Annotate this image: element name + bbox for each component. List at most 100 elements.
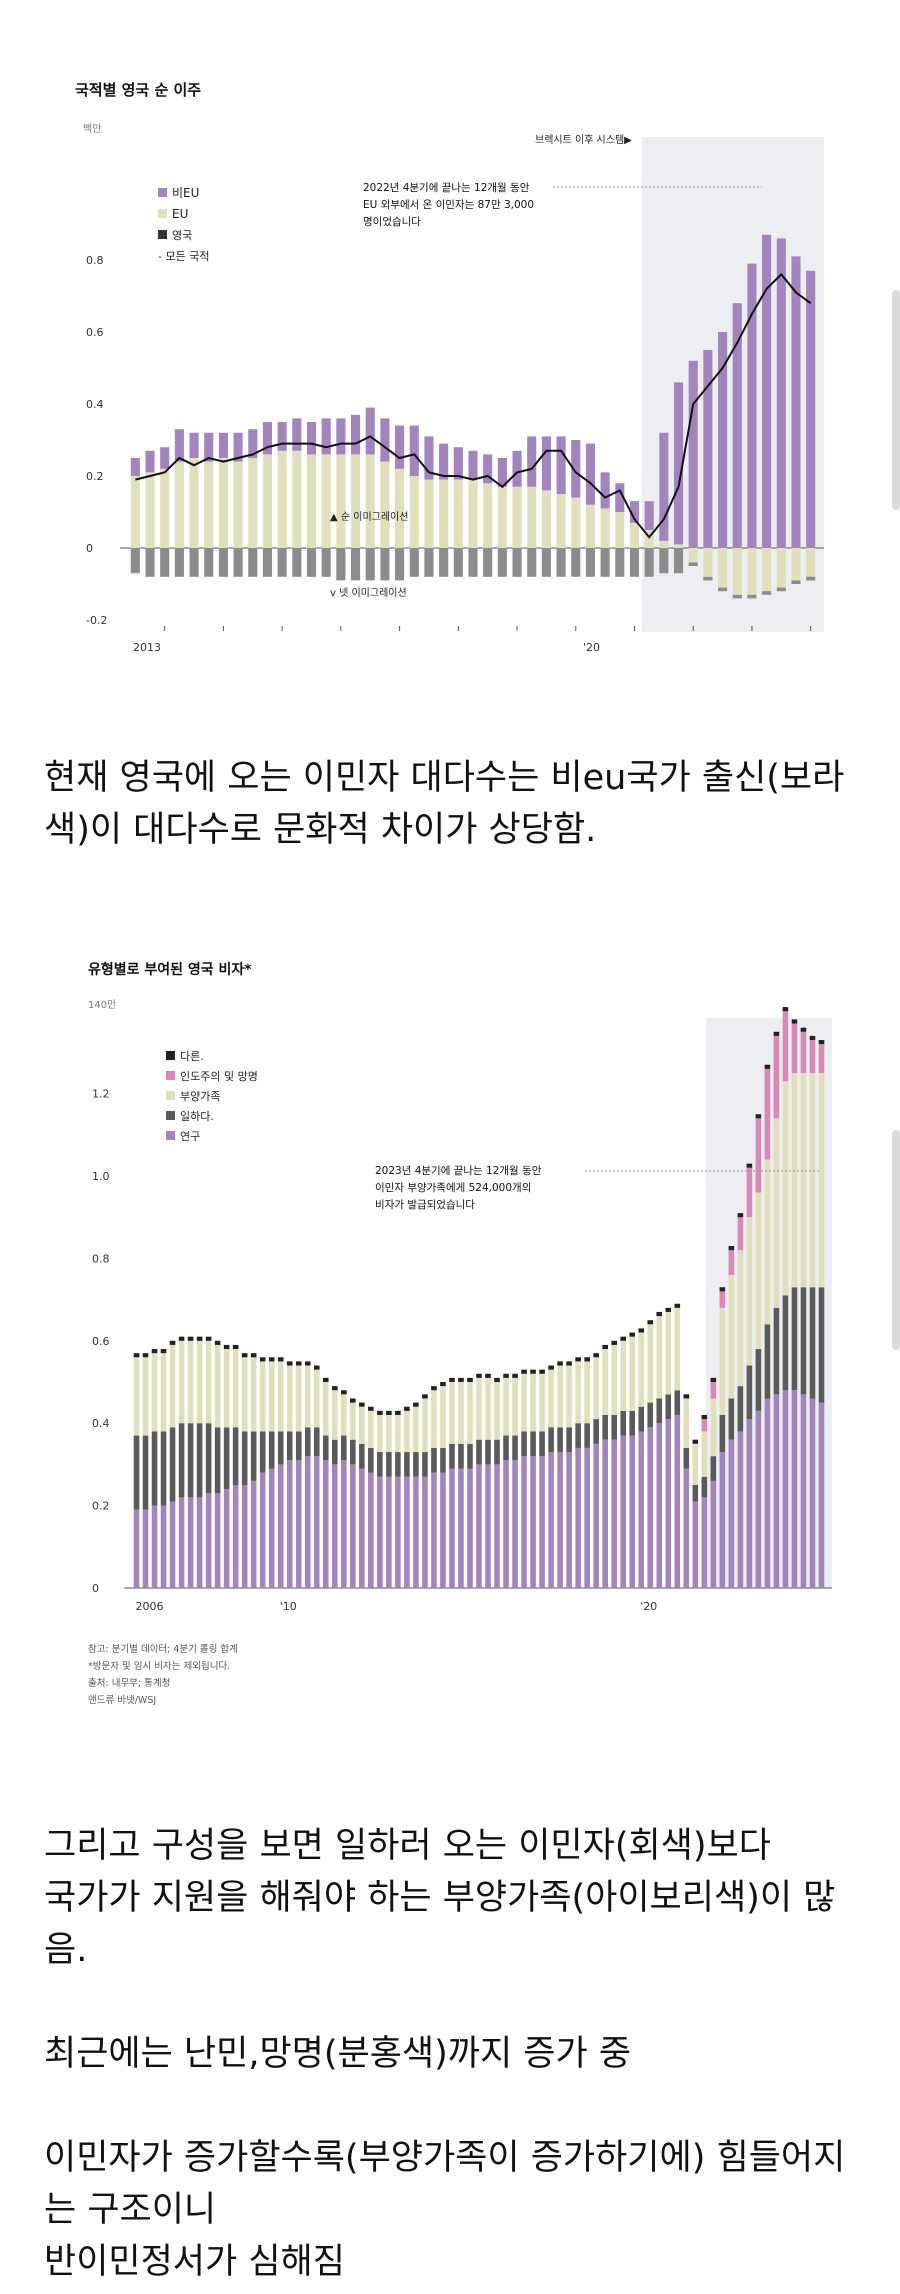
bar-non-eu: [218, 432, 228, 458]
scrollbar-thumb-2[interactable]: [892, 1130, 900, 1350]
legend-label-uk: 영국: [172, 229, 192, 242]
bar-non-eu: [483, 454, 493, 484]
bar-dependents: [773, 1118, 780, 1308]
bar-uk: [806, 576, 816, 581]
bar-other: [286, 1361, 293, 1366]
bar-other: [268, 1357, 275, 1362]
bar-dependents: [719, 1307, 726, 1415]
bar-study: [341, 1460, 347, 1588]
bar-other: [431, 1386, 437, 1391]
bar-work: [584, 1423, 590, 1448]
bar-humanitarian: [818, 1044, 825, 1073]
bar-work: [304, 1427, 311, 1457]
bar-eu: [688, 548, 698, 563]
legend-label-work: 일하다.: [180, 1109, 214, 1123]
bar-non-eu: [130, 458, 140, 476]
bar-study: [485, 1464, 491, 1588]
bar-uk: [130, 548, 140, 574]
y-tick-label: 0.2: [86, 470, 104, 483]
scrollbar-thumb[interactable]: [892, 290, 900, 510]
bar-other: [476, 1373, 482, 1378]
bar-eu: [321, 454, 331, 548]
bar-other: [620, 1336, 627, 1341]
bar-uk: [336, 548, 346, 581]
annotation-line-2: EU 외부에서 온 이민자는 87만 3,000: [363, 199, 534, 211]
bar-dependents: [178, 1340, 185, 1424]
bar-other: [602, 1344, 608, 1350]
annotation-line-3: 비자가 발급되었습니다: [375, 1199, 475, 1211]
bar-non-eu: [747, 263, 757, 548]
bar-eu: [336, 454, 346, 548]
bar-other: [737, 1213, 744, 1218]
bar-other: [566, 1361, 572, 1366]
bar-study: [232, 1485, 239, 1588]
net-migration-chart-svg: 국적별 영국 순 이주 백만 브렉시트 이후 시스템▶ 0.8 0.6 0.4 0.2…: [75, 81, 824, 654]
legend-swatch-eu: [158, 209, 167, 218]
y-tick-label: 0.8: [86, 254, 104, 267]
bar-other: [746, 1163, 753, 1168]
bar-work: [494, 1439, 500, 1465]
bar-work: [575, 1423, 581, 1448]
bar-work: [331, 1439, 338, 1465]
bar-work: [341, 1435, 347, 1461]
legend-label-dependents: 부양가족: [180, 1090, 220, 1103]
bar-non-eu: [644, 501, 654, 530]
bar-uk: [556, 548, 566, 577]
bar-non-eu: [306, 422, 317, 455]
bar-humanitarian: [710, 1382, 717, 1399]
bar-uk: [747, 594, 757, 599]
bar-dependents: [638, 1332, 645, 1407]
bar-humanitarian: [755, 1118, 762, 1193]
bar-eu: [776, 548, 786, 588]
bar-dependents: [683, 1398, 690, 1448]
bar-study: [773, 1394, 780, 1588]
bar-study: [755, 1410, 762, 1588]
bar-non-eu: [468, 450, 478, 480]
bar-uk: [703, 576, 713, 581]
bar-work: [512, 1435, 518, 1461]
bar-study: [629, 1435, 636, 1588]
bar-dependents: [557, 1365, 563, 1428]
annotation-line-1: 2023년 4분기에 끝나는 12개월 동안: [375, 1165, 542, 1177]
bar-work: [476, 1439, 482, 1465]
bar-non-eu: [262, 422, 273, 455]
bar-eu: [703, 548, 713, 577]
bar-eu: [395, 468, 405, 548]
bar-eu: [365, 454, 375, 548]
bar-dependents: [350, 1402, 356, 1440]
bar-work: [178, 1423, 185, 1498]
bar-other: [232, 1344, 239, 1350]
bar-dependents: [413, 1406, 419, 1453]
bar-dependents: [142, 1357, 149, 1436]
net-immigration-label: ▲ 순 이미그레이션: [330, 511, 408, 523]
bar-other: [719, 1287, 726, 1292]
bar-humanitarian: [773, 1035, 780, 1119]
bar-dependents: [656, 1316, 663, 1399]
bar-study: [620, 1435, 627, 1588]
bar-other: [530, 1369, 536, 1374]
bar-non-eu: [703, 350, 713, 548]
bar-other: [440, 1382, 446, 1387]
bar-dependents: [800, 1073, 807, 1288]
bar-eu: [747, 548, 757, 595]
bar-dependents: [458, 1382, 464, 1444]
bar-other: [647, 1320, 654, 1325]
bar-other: [557, 1361, 563, 1366]
bar-other: [755, 1114, 762, 1119]
bar-eu: [468, 479, 478, 548]
bar-study: [422, 1476, 428, 1588]
bar-study: [386, 1476, 392, 1588]
bar-other: [223, 1344, 230, 1350]
bar-eu: [556, 494, 566, 548]
bar-other: [548, 1365, 554, 1370]
bar-uk: [351, 548, 361, 581]
bar-work: [719, 1414, 726, 1453]
bar-non-eu: [351, 414, 361, 455]
bar-uk: [629, 548, 640, 577]
bar-humanitarian: [746, 1167, 753, 1218]
legend-swatch-other: [166, 1051, 175, 1060]
bar-dependents: [602, 1349, 608, 1415]
bar-work: [791, 1287, 798, 1391]
bar-uk: [292, 548, 302, 577]
bar-study: [647, 1427, 654, 1588]
